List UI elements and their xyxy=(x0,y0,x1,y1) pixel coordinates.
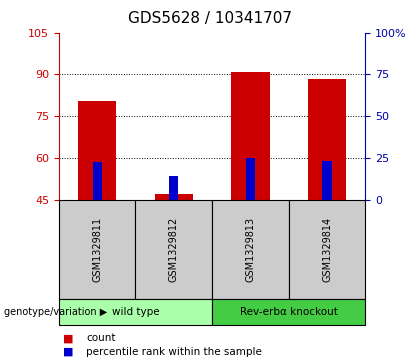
Text: wild type: wild type xyxy=(112,307,159,317)
Text: GDS5628 / 10341707: GDS5628 / 10341707 xyxy=(128,11,292,26)
Text: Rev-erbα knockout: Rev-erbα knockout xyxy=(240,307,338,317)
Text: percentile rank within the sample: percentile rank within the sample xyxy=(86,347,262,357)
Text: ■: ■ xyxy=(63,333,74,343)
Bar xyxy=(155,193,193,200)
Bar xyxy=(323,161,332,200)
Bar xyxy=(231,72,270,200)
Text: GSM1329814: GSM1329814 xyxy=(322,217,332,282)
Text: genotype/variation ▶: genotype/variation ▶ xyxy=(4,307,108,317)
Text: GSM1329812: GSM1329812 xyxy=(169,217,179,282)
Bar xyxy=(246,158,255,200)
Text: count: count xyxy=(86,333,116,343)
Bar xyxy=(92,162,102,200)
Bar xyxy=(169,176,178,200)
Text: GSM1329813: GSM1329813 xyxy=(245,217,255,282)
Text: ■: ■ xyxy=(63,347,74,357)
Bar xyxy=(308,78,346,200)
Text: GSM1329811: GSM1329811 xyxy=(92,217,102,282)
Bar xyxy=(78,101,116,200)
